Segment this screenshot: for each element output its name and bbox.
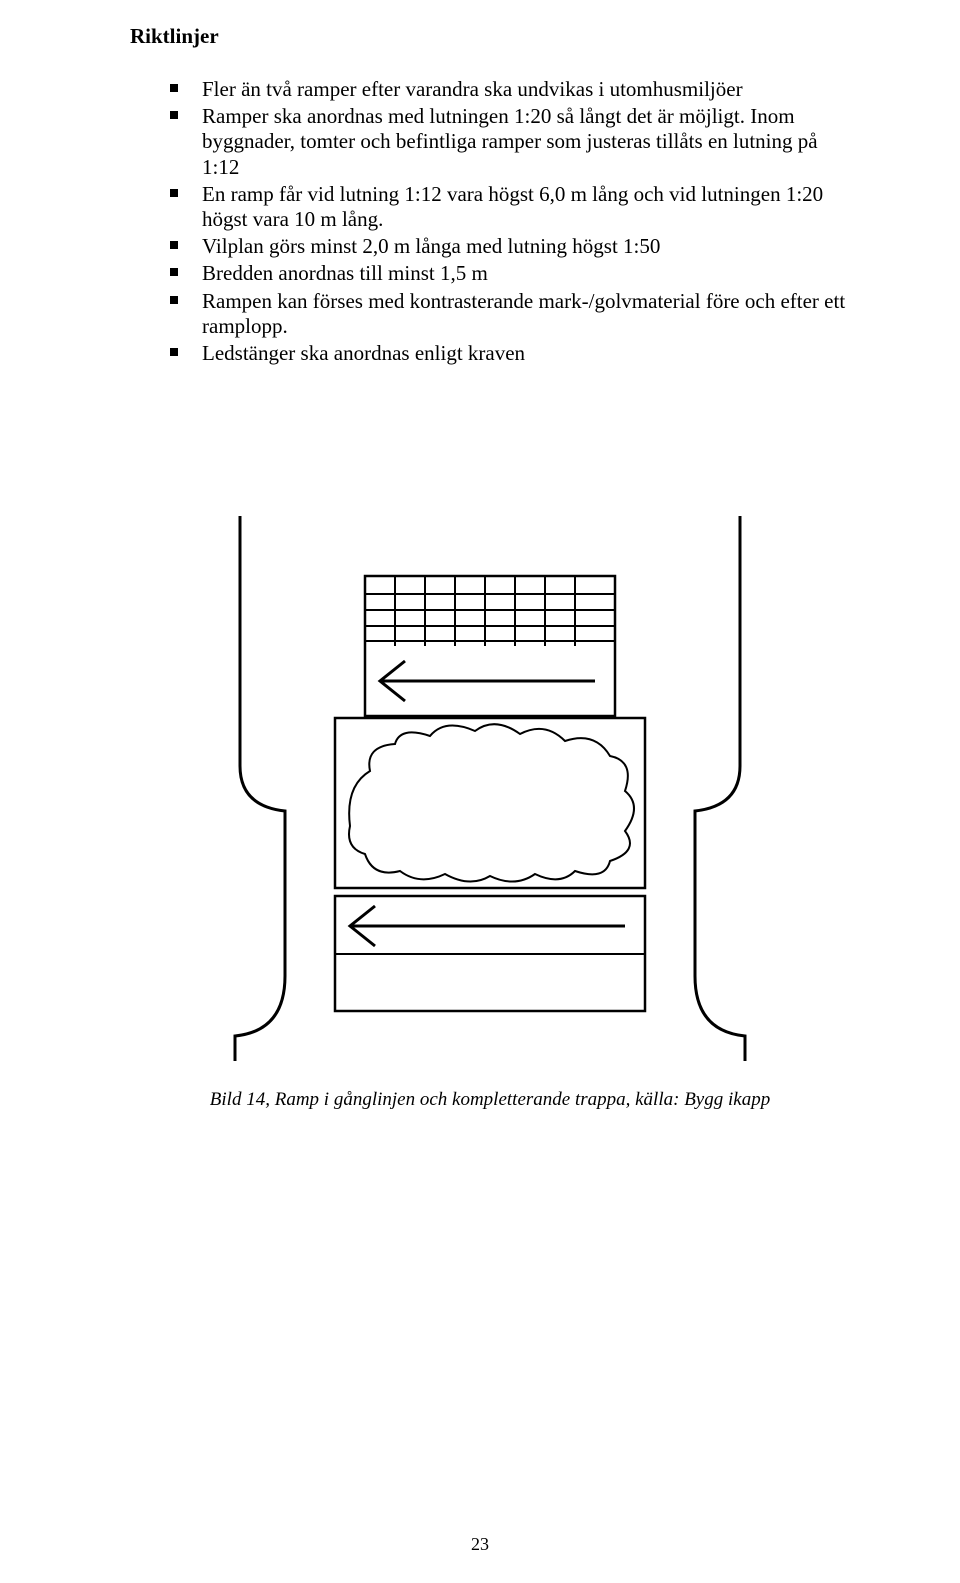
- list-item: Ramper ska anordnas med lutningen 1:20 s…: [170, 104, 850, 180]
- section-heading: Riktlinjer: [130, 24, 850, 49]
- list-item: Rampen kan förses med kontrasterande mar…: [170, 289, 850, 339]
- list-item: Bredden anordnas till minst 1,5 m: [170, 261, 850, 286]
- figure: Bild 14, Ramp i gånglinjen och komplette…: [195, 486, 785, 1111]
- figure-caption: Bild 14, Ramp i gånglinjen och komplette…: [195, 1089, 785, 1111]
- list-item: Fler än två ramper efter varandra ska un…: [170, 77, 850, 102]
- page-number: 23: [0, 1534, 960, 1555]
- ramp-diagram-svg: [195, 486, 785, 1066]
- list-item: En ramp får vid lutning 1:12 vara högst …: [170, 182, 850, 232]
- guidelines-list: Fler än två ramper efter varandra ska un…: [170, 77, 850, 366]
- page: Riktlinjer Fler än två ramper efter vara…: [0, 0, 960, 1583]
- list-item: Ledstänger ska anordnas enligt kraven: [170, 341, 850, 366]
- list-item: Vilplan görs minst 2,0 m långa med lutni…: [170, 234, 850, 259]
